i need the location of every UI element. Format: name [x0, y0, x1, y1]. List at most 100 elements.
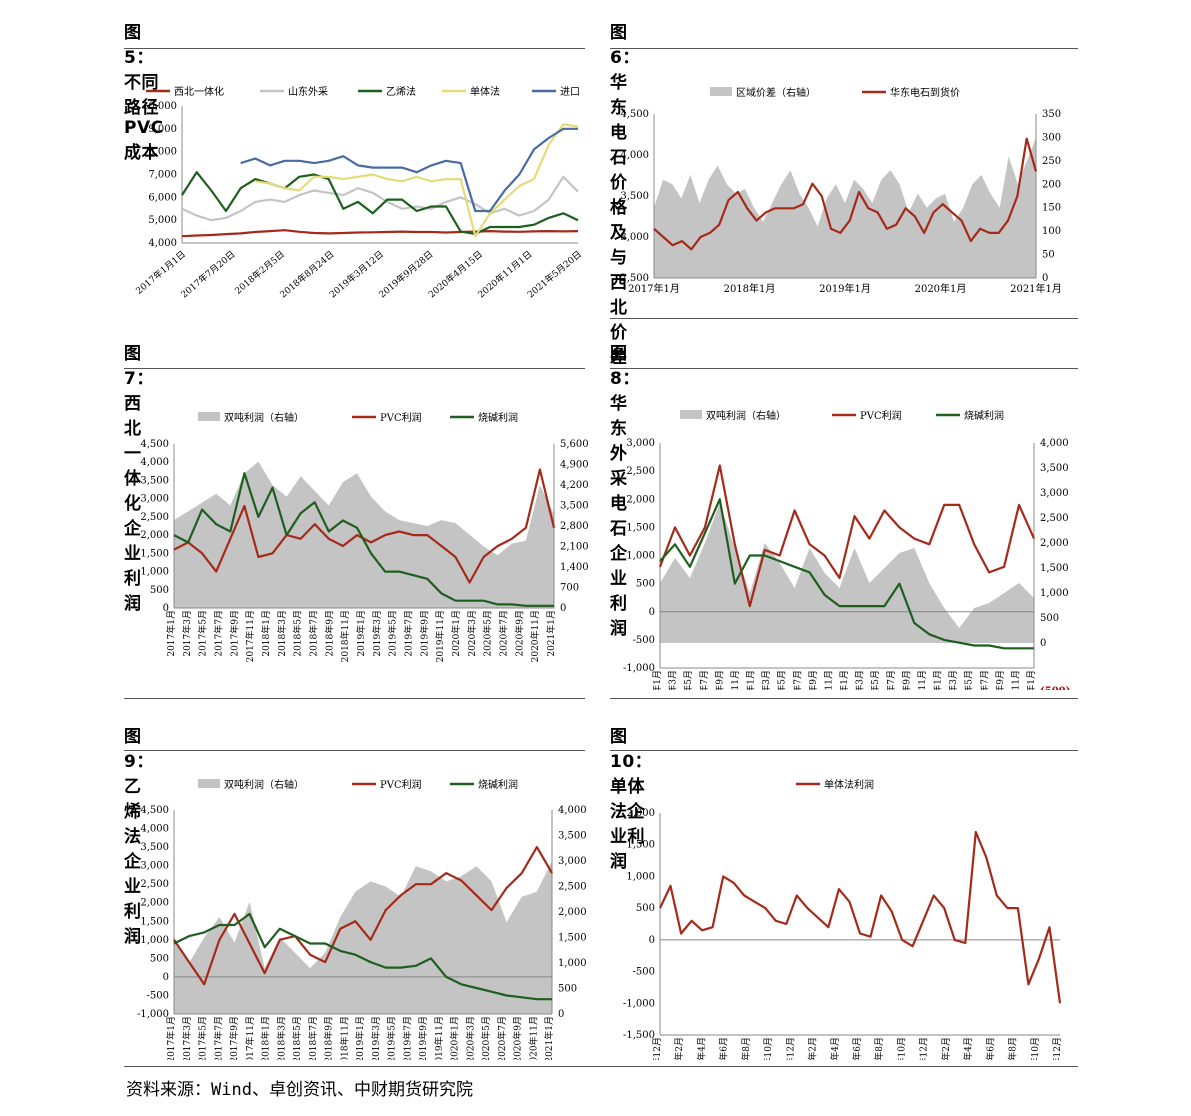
area-series-spread	[174, 461, 554, 608]
x-tick-label: 2018年12月	[784, 1037, 796, 1060]
divider	[610, 48, 1078, 49]
x-tick-label: 2021年1月	[545, 610, 557, 657]
y-tick-label: 3,000	[626, 438, 655, 449]
y-tick-label: 3,000	[140, 861, 169, 872]
footer-divider	[124, 1066, 1078, 1067]
y-tick-label-right: 4,000	[558, 805, 587, 816]
y-tick-label-right: (500)	[1040, 686, 1070, 690]
x-tick-label: 2018年7月	[307, 1016, 319, 1060]
x-tick-label: 2017年7月	[212, 1016, 224, 1060]
x-tick-label: 2017年1月	[165, 1016, 177, 1060]
x-tick-label: 2020年1月	[932, 670, 944, 690]
y-tick-label-right: 0	[560, 603, 566, 614]
y-tick-label: 500	[150, 953, 169, 964]
x-tick-label: 2020年8月	[1007, 1037, 1019, 1060]
y-tick-label-right: 1,500	[1040, 563, 1069, 574]
x-tick-label: 2020年12月	[1051, 1037, 1063, 1060]
y-tick-label: 3,000	[140, 494, 169, 505]
y-tick-label-right: 350	[1042, 109, 1061, 120]
x-tick-label: 2018年9月	[323, 610, 335, 657]
area-series-spread	[654, 137, 1036, 278]
divider	[610, 318, 1078, 319]
y-tick-label: 2,000	[140, 530, 169, 541]
y-tick-label-right: 700	[560, 583, 579, 594]
y-tick-label: 4,500	[140, 805, 169, 816]
figure-5-title: 图 5：不同路径 PVC 成本	[124, 23, 164, 163]
x-tick-label: 2019年1月	[819, 282, 871, 295]
x-tick-label: 2019年3月	[371, 610, 383, 657]
divider	[124, 698, 585, 699]
legend-label: PVC利润	[380, 411, 422, 424]
y-tick-label: -1,000	[137, 1009, 169, 1020]
x-tick-label: 2020年4月	[962, 1037, 974, 1060]
y-tick-label-right: 2,100	[560, 542, 589, 553]
divider	[124, 48, 585, 49]
y-tick-label: 10,000	[142, 101, 177, 112]
x-tick-label: 2017年5月	[197, 610, 209, 657]
x-tick-label: 2021年1月	[543, 1016, 555, 1060]
chart-figure-6: 区域价差（右轴） 华东电石到货价 2,500 3,000 3,500 4,000 4,500…	[620, 86, 1062, 295]
y-tick-label: 1,500	[140, 916, 169, 927]
x-tick-label: 2017年5月	[682, 670, 694, 690]
x-tick-label: 2018年3月	[760, 670, 772, 690]
y-tick-label-right: 500	[1040, 613, 1059, 624]
y-tick-label-right: 150	[1042, 203, 1061, 214]
y-tick-label: 1,000	[626, 551, 655, 562]
y-tick-label: -500	[147, 990, 169, 1001]
figure-7-title: 图 7：西北一体化企业利润	[124, 344, 154, 614]
y-tick-label-right: 1,000	[1040, 588, 1069, 599]
y-tick-label: 1,000	[140, 935, 169, 946]
legend-label: 单体法利润	[824, 778, 874, 791]
y-tick-label: 4,000	[140, 824, 169, 835]
line-series-2	[181, 175, 579, 222]
x-tick-label: 2017年7月	[213, 610, 225, 657]
x-tick-label: 2017年3月	[667, 670, 679, 690]
y-tick-label-right: 100	[1042, 226, 1061, 237]
legend-label: 烧碱利润	[964, 409, 1004, 422]
figure-10-title: 图 10：单体法企业利润	[610, 727, 653, 872]
y-tick-label: 2,500	[140, 512, 169, 523]
x-tick-label: 2019年5月	[387, 610, 399, 657]
y-tick-label: 0	[649, 607, 655, 618]
x-tick-label: 2017年3月	[181, 1016, 193, 1060]
legend-label: 区域价差（右轴）	[736, 86, 816, 99]
y-tick-label: 2,000	[626, 494, 655, 505]
y-tick-label-right: 5,600	[560, 439, 589, 450]
x-tick-label: 2021年1月	[1025, 670, 1037, 690]
y-tick-label-right: 3,000	[558, 856, 587, 867]
legend-label: 乙烯法	[386, 85, 416, 98]
x-tick-label: 2020年3月	[464, 1016, 476, 1060]
y-tick-label: 4,000	[140, 457, 169, 468]
x-tick-label: 2018年1月	[260, 610, 272, 657]
x-tick-label: 2020年10月	[1029, 1037, 1041, 1060]
y-tick-label: 7,000	[148, 170, 177, 181]
legend-label: PVC利润	[380, 778, 422, 791]
x-tick-label: 2017年1月	[165, 610, 177, 657]
y-tick-label-right: 0	[1040, 638, 1046, 649]
line-series-4	[255, 123, 579, 238]
area-series-spread	[660, 503, 1034, 643]
legend-swatch	[680, 410, 702, 419]
x-tick-label: 2018年3月	[276, 610, 288, 657]
y-tick-label: 0	[163, 972, 169, 983]
divider	[610, 750, 1078, 751]
x-tick-label: 2018年6月	[718, 1037, 730, 1060]
figure-8-title: 图 8：华东外采电石企业利润	[610, 344, 640, 639]
x-tick-label: 2019年11月	[433, 1016, 445, 1060]
legend-label: 华东电石到货价	[890, 86, 960, 99]
y-tick-label: 3,500	[140, 475, 169, 486]
y-tick-label: 6,000	[148, 192, 177, 203]
x-tick-label: 2018年5月	[291, 1016, 303, 1060]
x-tick-label: 2020年3月	[947, 670, 959, 690]
y-tick-label-right: 0	[1042, 273, 1048, 284]
x-tick-label: 2019年10月	[895, 1037, 907, 1060]
x-tick-label: 2018年3月	[275, 1016, 287, 1060]
x-tick-label: 2020年2月	[940, 1037, 952, 1060]
line-series-2	[658, 464, 1036, 608]
figure-6-title: 图 6：华东电石价格及与西北价差	[610, 23, 640, 368]
chart-figure-8: 双吨利润（右轴） PVC利润 烧碱利润 -1,000 -500 0 500 1,000 1,50…	[623, 409, 1070, 690]
x-tick-label: 2018年9月	[323, 1016, 335, 1060]
x-tick-label: 2018年10月	[762, 1037, 774, 1060]
y-tick-label: 2,500	[626, 466, 655, 477]
x-tick-label: 2020年7月	[978, 670, 990, 690]
